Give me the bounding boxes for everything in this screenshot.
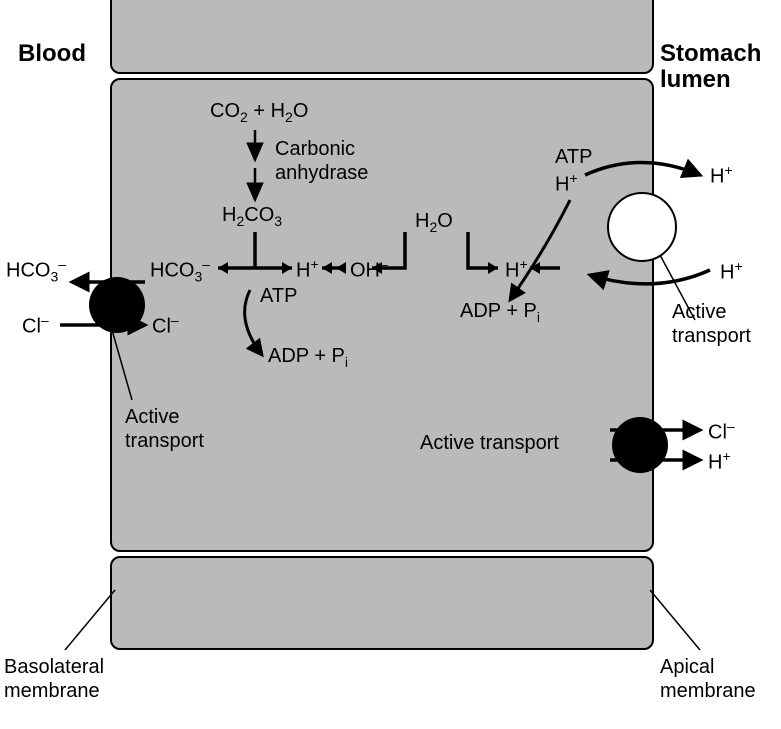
label-h-plus-out-top: H+ (710, 162, 733, 189)
transporter-basolateral (89, 277, 145, 333)
label-h2co3: H2CO3 (222, 204, 282, 229)
label-h-plus-out-bottom: H+ (708, 448, 731, 475)
diagram-canvas: Blood Stomach lumen CO2 + H2O Carbonic a… (0, 0, 781, 729)
label-apical-membrane: Apical membrane (660, 655, 756, 703)
label-stomach: Stomach (660, 40, 761, 68)
transporter-apical-atp (607, 192, 677, 262)
label-hco3-out: HCO3– (6, 256, 66, 285)
cell-bottom (110, 556, 654, 650)
label-atp-left: ATP (260, 285, 297, 308)
transporter-apical-symport (612, 417, 668, 473)
label-hco3-in: HCO3– (150, 256, 210, 285)
label-adp-pi-right: ADP + Pi (460, 300, 540, 325)
label-active-transport-mid: Active transport (420, 432, 559, 455)
label-carbonic: Carbonic (275, 138, 355, 161)
label-active-transport-right: Active transport (672, 300, 751, 348)
label-atp-right: ATP (555, 146, 592, 169)
cell-top (110, 0, 654, 74)
label-cl-out-right: Cl– (708, 418, 735, 445)
label-anhydrase: anhydrase (275, 162, 368, 185)
label-h-plus-out-mid: H+ (720, 258, 743, 285)
label-co2-h2o: CO2 + H2O (210, 100, 308, 125)
label-adp-pi-left: ADP + Pi (268, 345, 348, 370)
label-h-plus-apical-in: H+ (555, 170, 578, 197)
label-lumen: lumen (660, 66, 731, 94)
label-active-transport-left: Active transport (125, 405, 204, 453)
label-h-plus-mid: H+ (296, 256, 319, 283)
label-cl-out-left: Cl– (22, 312, 49, 339)
label-h2o-right: H2O (415, 210, 453, 235)
label-h-plus-right-in: H+ (505, 256, 528, 283)
label-oh-minus: OH– (350, 256, 388, 283)
label-blood: Blood (18, 40, 86, 68)
label-basolateral-membrane: Basolateral membrane (4, 655, 104, 703)
label-cl-in-left: Cl– (152, 312, 179, 339)
